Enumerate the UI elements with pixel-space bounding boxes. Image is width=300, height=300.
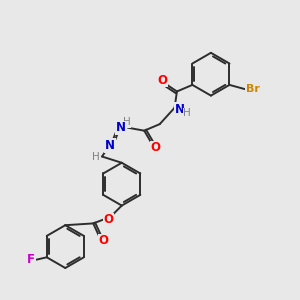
Text: N: N bbox=[105, 139, 115, 152]
Text: H: H bbox=[92, 152, 100, 161]
Text: F: F bbox=[27, 253, 35, 266]
Text: N: N bbox=[116, 121, 125, 134]
Text: Br: Br bbox=[246, 84, 260, 94]
Text: O: O bbox=[151, 141, 160, 154]
Text: H: H bbox=[122, 117, 130, 128]
Text: O: O bbox=[103, 213, 113, 226]
Text: N: N bbox=[175, 103, 185, 116]
Text: O: O bbox=[98, 234, 108, 247]
Text: O: O bbox=[158, 74, 167, 87]
Text: H: H bbox=[183, 108, 191, 118]
